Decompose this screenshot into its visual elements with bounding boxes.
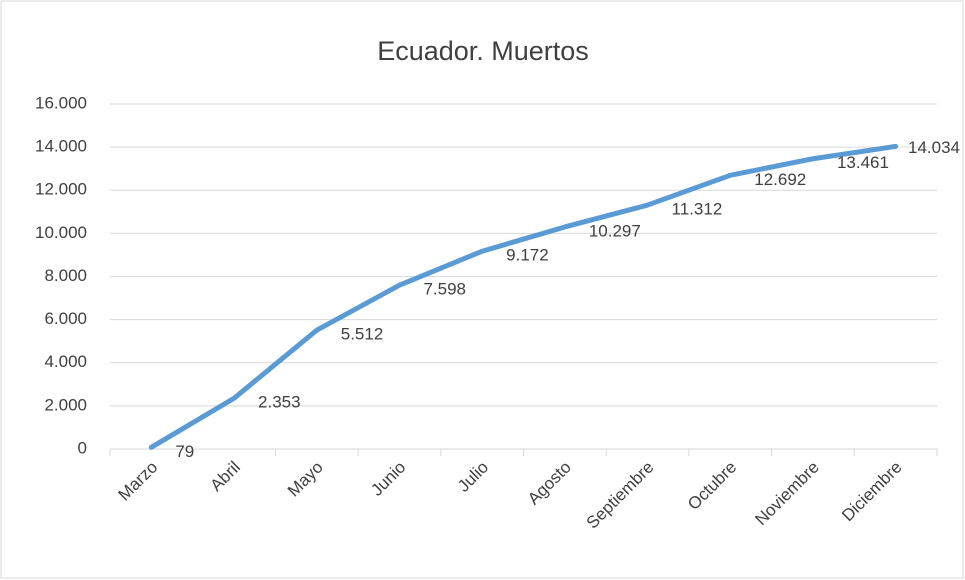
data-label: 10.297	[589, 221, 641, 240]
y-tick-label: 12.000	[35, 180, 87, 199]
data-label: 7.598	[423, 280, 466, 299]
y-tick-label: 14.000	[35, 137, 87, 156]
y-tick-label: 8.000	[44, 266, 87, 285]
y-tick-label: 10.000	[35, 223, 87, 242]
data-label: 13.461	[837, 153, 889, 172]
y-tick-label: 16.000	[35, 93, 87, 112]
data-label: 9.172	[506, 246, 549, 265]
data-label: 5.512	[341, 325, 384, 344]
line-series	[148, 143, 899, 450]
data-label: 79	[175, 442, 194, 461]
chart-title: Ecuador. Muertos	[377, 36, 589, 66]
data-label: 14.034	[908, 138, 960, 157]
data-label: 11.312	[672, 200, 723, 219]
y-tick-label: 6.000	[44, 309, 87, 328]
data-label: 2.353	[258, 393, 301, 412]
data-label: 12.692	[754, 170, 806, 189]
y-tick-label: 2.000	[44, 395, 87, 414]
y-tick-label: 4.000	[44, 352, 87, 371]
y-tick-label: 0	[78, 438, 87, 457]
